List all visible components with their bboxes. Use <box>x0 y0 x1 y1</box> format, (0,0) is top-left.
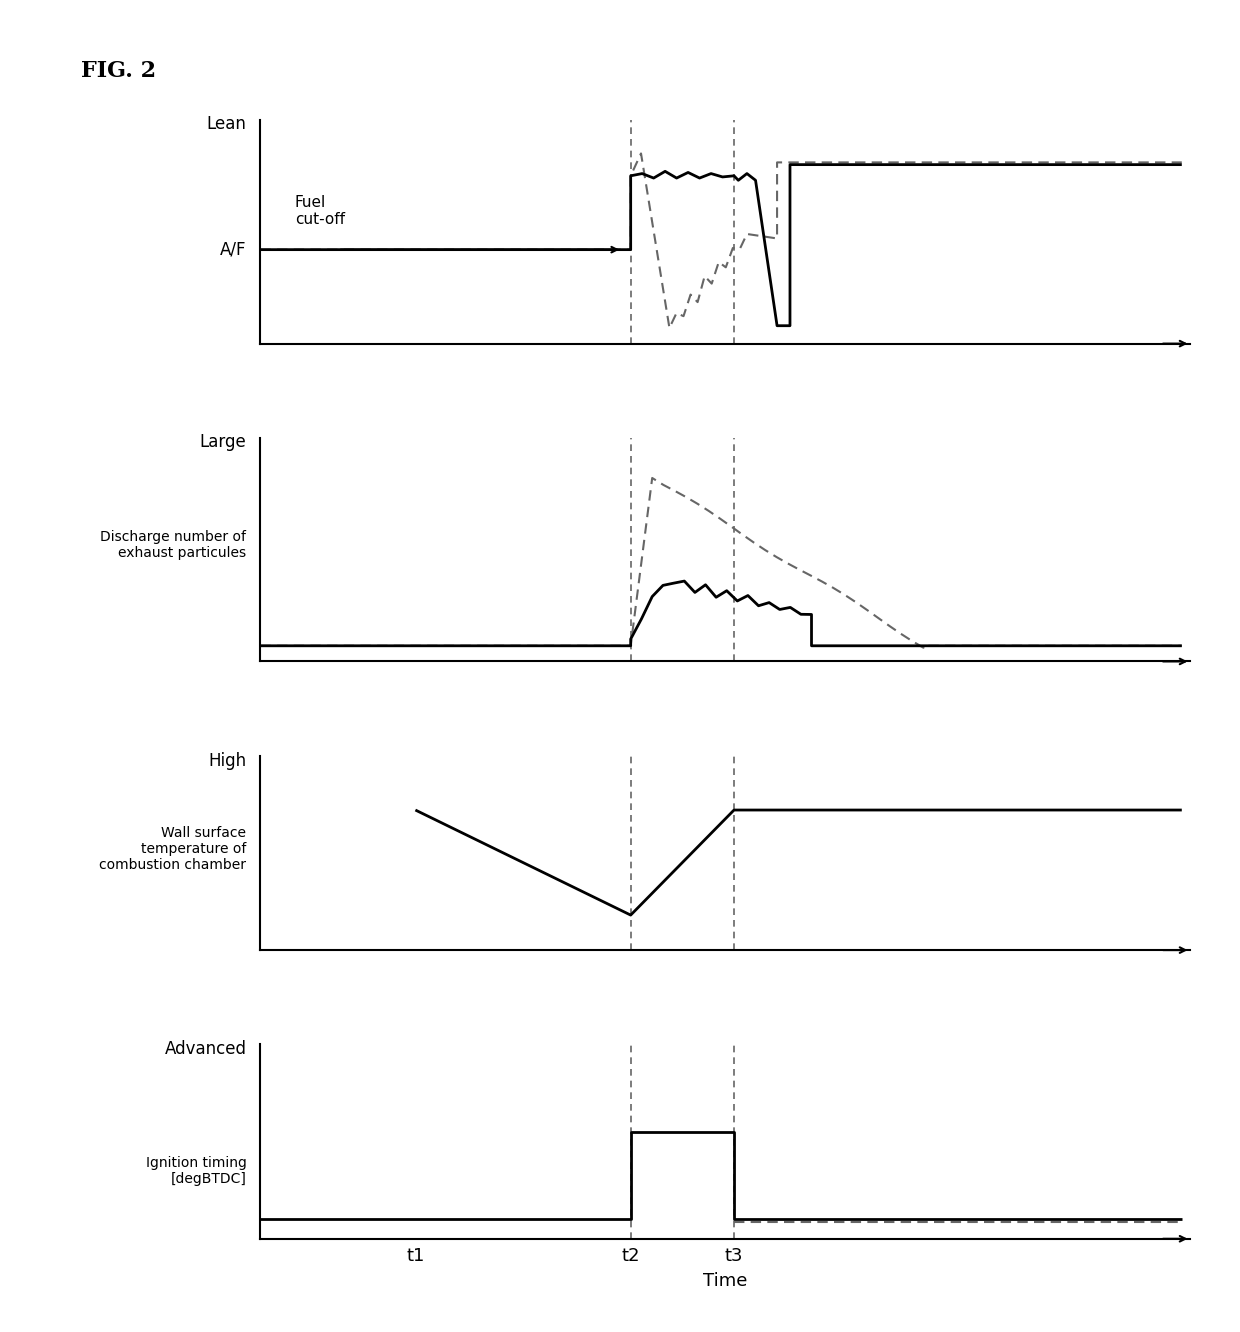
Text: Fuel
cut-off: Fuel cut-off <box>295 194 345 228</box>
Text: Discharge number of
exhaust particules: Discharge number of exhaust particules <box>100 530 247 561</box>
Text: A/F: A/F <box>219 241 247 258</box>
Text: Wall surface
temperature of
combustion chamber: Wall surface temperature of combustion c… <box>99 826 247 872</box>
Text: Large: Large <box>200 433 247 452</box>
Text: Lean: Lean <box>207 116 247 133</box>
Text: FIG. 2: FIG. 2 <box>81 60 156 83</box>
Text: Ignition timing
[degBTDC]: Ignition timing [degBTDC] <box>145 1156 247 1185</box>
Text: High: High <box>208 751 247 770</box>
Text: Advanced: Advanced <box>165 1040 247 1059</box>
X-axis label: Time: Time <box>703 1272 748 1289</box>
